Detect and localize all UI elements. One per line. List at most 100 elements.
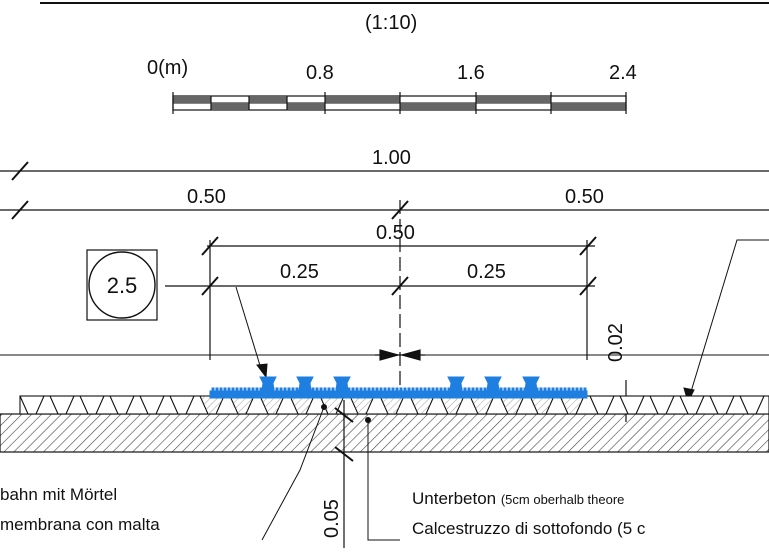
note-right-line1-main: Unterbeton: [412, 489, 501, 508]
tactile-texture: [279, 387, 283, 392]
mortar-fill: [410, 396, 434, 414]
tactile-texture: [327, 387, 331, 392]
paving-joint: [619, 395, 645, 415]
tactile-texture: [331, 387, 335, 392]
dimension-depth: [334, 400, 354, 548]
tactile-texture: [407, 387, 411, 392]
tactile-texture: [215, 387, 219, 392]
tactile-texture: [371, 387, 375, 392]
dimension-total: [0, 161, 769, 181]
note-right-line1-small: (5cm oberhalb theore: [501, 492, 625, 507]
tactile-texture: [443, 387, 447, 392]
tactile-texture: [555, 387, 559, 392]
dimension-quarter-left-label: 0.25: [280, 261, 319, 283]
scale-label-0: 0(m): [147, 57, 188, 79]
tactile-texture: [295, 387, 299, 392]
paving-joint: [169, 395, 195, 415]
scale-label-1.6: 1.6: [457, 62, 485, 84]
tactile-texture: [251, 387, 255, 392]
tactile-texture: [435, 387, 439, 392]
tactile-texture: [519, 387, 523, 392]
mortar-fill: [440, 396, 464, 414]
dimension-depth-label: 0.05: [321, 499, 343, 538]
detail-marker-label: 2.5: [107, 273, 138, 298]
tactile-texture: [511, 387, 515, 392]
tactile-texture: [539, 387, 543, 392]
tactile-texture: [563, 387, 567, 392]
tactile-texture: [231, 387, 235, 392]
dimension-quarter-right-label: 0.25: [467, 261, 506, 283]
note-left-line1: bahn mit Mörtel: [0, 485, 117, 504]
mortar-fill: [470, 396, 494, 414]
tactile-base-plate: [209, 390, 588, 399]
tactile-texture: [471, 387, 475, 392]
tactile-texture: [551, 387, 555, 392]
dimension-half-right-label: 0.50: [565, 186, 604, 208]
note-right-line1: Unterbeton (5cm oberhalb theore: [412, 489, 624, 508]
tactile-texture: [227, 387, 231, 392]
scale-label-0.8: 0.8: [306, 62, 334, 84]
tactile-texture: [255, 387, 259, 392]
tactile-texture: [247, 387, 251, 392]
tactile-texture: [363, 387, 367, 392]
tactile-texture: [575, 387, 579, 392]
tactile-texture: [223, 387, 227, 392]
tactile-texture: [283, 387, 287, 392]
bottom-leaders: [261, 406, 400, 541]
tactile-texture: [355, 387, 359, 392]
dimension-height-label: 0.02: [605, 323, 627, 362]
dimension-half-left-label: 0.50: [187, 186, 226, 208]
tactile-bar: [522, 376, 540, 392]
tactile-guidance-strip: [209, 376, 588, 399]
tactile-texture: [567, 387, 571, 392]
tactile-texture: [239, 387, 243, 392]
dimension-quarters: [165, 276, 597, 296]
tactile-texture: [507, 387, 511, 392]
center-pointer: [375, 349, 425, 361]
tactile-bar: [333, 376, 351, 392]
paving-joint: [649, 395, 675, 415]
tactile-texture: [559, 387, 563, 392]
base-concrete-layer: [0, 413, 769, 453]
mortar-fill: [530, 396, 554, 414]
tactile-texture: [323, 387, 327, 392]
tactile-texture: [423, 387, 427, 392]
mortar-fill: [380, 396, 404, 414]
paving-joint: [739, 395, 765, 415]
dimension-total-label: 1.00: [372, 147, 411, 169]
tactile-texture: [387, 387, 391, 392]
mortar-fill: [560, 396, 584, 414]
mortar-fill: [500, 396, 524, 414]
mortar-fill: [350, 396, 374, 414]
mortar-fill: [200, 396, 224, 414]
mortar-fill: [230, 396, 254, 414]
tactile-texture: [395, 387, 399, 392]
tactile-texture: [399, 387, 403, 392]
tactile-texture: [219, 387, 223, 392]
tactile-texture: [467, 387, 471, 392]
note-right-line2: Calcestruzzo di sottofondo (5 c: [412, 519, 646, 538]
tactile-texture: [427, 387, 431, 392]
detail-marker: [86, 249, 158, 321]
tactile-texture: [503, 387, 507, 392]
tactile-texture: [315, 387, 319, 392]
tactile-texture: [359, 387, 363, 392]
note-left-line2: membrana con malta: [0, 515, 160, 534]
tactile-bar: [296, 376, 314, 392]
tactile-bar: [447, 376, 465, 392]
mortar-fill: [290, 396, 314, 414]
tactile-texture: [391, 387, 395, 392]
tactile-texture: [275, 387, 279, 392]
dimension-span-label: 0.50: [376, 222, 415, 244]
tactile-texture: [403, 387, 407, 392]
paving-joint: [589, 395, 615, 415]
tactile-texture: [419, 387, 423, 392]
tactile-texture: [479, 387, 483, 392]
tactile-texture: [415, 387, 419, 392]
tactile-texture: [319, 387, 323, 392]
tactile-texture: [439, 387, 443, 392]
tactile-texture: [571, 387, 575, 392]
tactile-texture: [543, 387, 547, 392]
paving-joint: [79, 395, 105, 415]
